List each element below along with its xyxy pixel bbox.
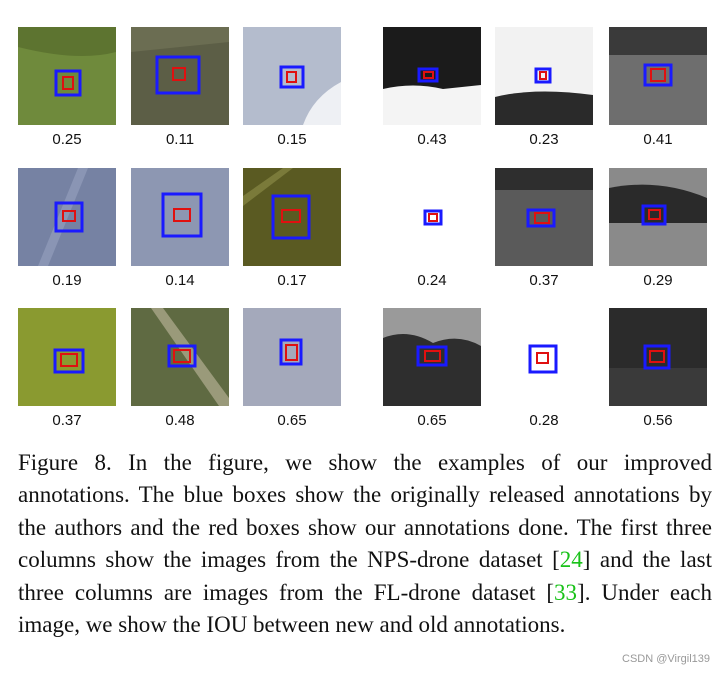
tile-4 (383, 27, 481, 125)
red-box (649, 350, 665, 363)
blue-box (161, 192, 203, 238)
red-box (428, 213, 438, 222)
red-box (62, 76, 74, 90)
tile-17 (495, 308, 593, 406)
iou-label: 0.14 (165, 272, 195, 289)
tile-16 (383, 308, 481, 406)
tile-9 (243, 168, 341, 266)
iou-label: 0.65 (277, 412, 307, 429)
blue-box (53, 348, 85, 374)
iou-label: 0.37 (529, 272, 559, 289)
tile-15 (243, 308, 341, 406)
iou-label: 0.56 (643, 412, 673, 429)
blue-box (155, 55, 201, 95)
red-box (172, 67, 186, 81)
blue-box (643, 344, 671, 370)
iou-label: 0.24 (417, 272, 447, 289)
iou-label: 0.29 (643, 272, 673, 289)
tile-11 (495, 168, 593, 266)
iou-label: 0.19 (52, 272, 82, 289)
iou-label: 0.15 (277, 131, 307, 148)
tile-14 (131, 308, 229, 406)
blue-box (417, 67, 439, 83)
blue-box (167, 344, 197, 368)
red-box (539, 71, 547, 80)
tile-6 (609, 27, 707, 125)
iou-label: 0.65 (417, 412, 447, 429)
iou-label: 0.48 (165, 412, 195, 429)
watermark: CSDN @Virgil139 (622, 653, 710, 665)
tile-12 (609, 168, 707, 266)
iou-label: 0.43 (417, 131, 447, 148)
iou-label: 0.37 (52, 412, 82, 429)
red-box (62, 210, 76, 222)
tile-3 (243, 27, 341, 125)
red-box (423, 71, 434, 79)
blue-box (279, 65, 305, 89)
blue-box (643, 63, 673, 87)
iou-label: 0.28 (529, 412, 559, 429)
tile-7 (18, 168, 116, 266)
red-box (281, 209, 301, 223)
iou-label: 0.11 (165, 131, 195, 148)
blue-box (54, 69, 82, 97)
blue-box (528, 344, 558, 374)
iou-label: 0.25 (52, 131, 82, 148)
caption-text: Figure 8. In the figure, we show the exa… (18, 450, 712, 573)
red-box (60, 353, 78, 367)
red-box (648, 209, 661, 220)
red-box (173, 208, 191, 222)
tile-5 (495, 27, 593, 125)
red-box (650, 68, 666, 82)
blue-box (526, 208, 556, 228)
tile-13 (18, 308, 116, 406)
blue-box (416, 345, 448, 367)
blue-box (534, 67, 552, 84)
iou-label: 0.17 (277, 272, 307, 289)
red-box (424, 350, 441, 362)
red-box (285, 344, 298, 361)
red-box (286, 71, 297, 83)
figure-caption: Figure 8. In the figure, we show the exa… (18, 447, 712, 641)
blue-box (641, 204, 667, 226)
iou-label: 0.23 (529, 131, 559, 148)
caption-text: ] and the last three columns are images … (18, 547, 712, 605)
citation-link[interactable]: 33 (554, 579, 578, 605)
blue-box (423, 209, 443, 226)
blue-box (54, 201, 84, 233)
tile-8 (131, 168, 229, 266)
tile-2 (131, 27, 229, 125)
tile-18 (609, 308, 707, 406)
red-box (536, 352, 549, 364)
blue-box (271, 194, 311, 240)
blue-box (279, 338, 303, 366)
iou-label: 0.41 (643, 131, 673, 148)
tile-1 (18, 27, 116, 125)
caption-text: ]. Under each image, we show the IOU bet… (18, 579, 712, 638)
red-box (173, 349, 191, 363)
red-box (534, 212, 550, 224)
tile-10 (383, 168, 481, 266)
citation-link[interactable]: 24 (559, 547, 583, 573)
